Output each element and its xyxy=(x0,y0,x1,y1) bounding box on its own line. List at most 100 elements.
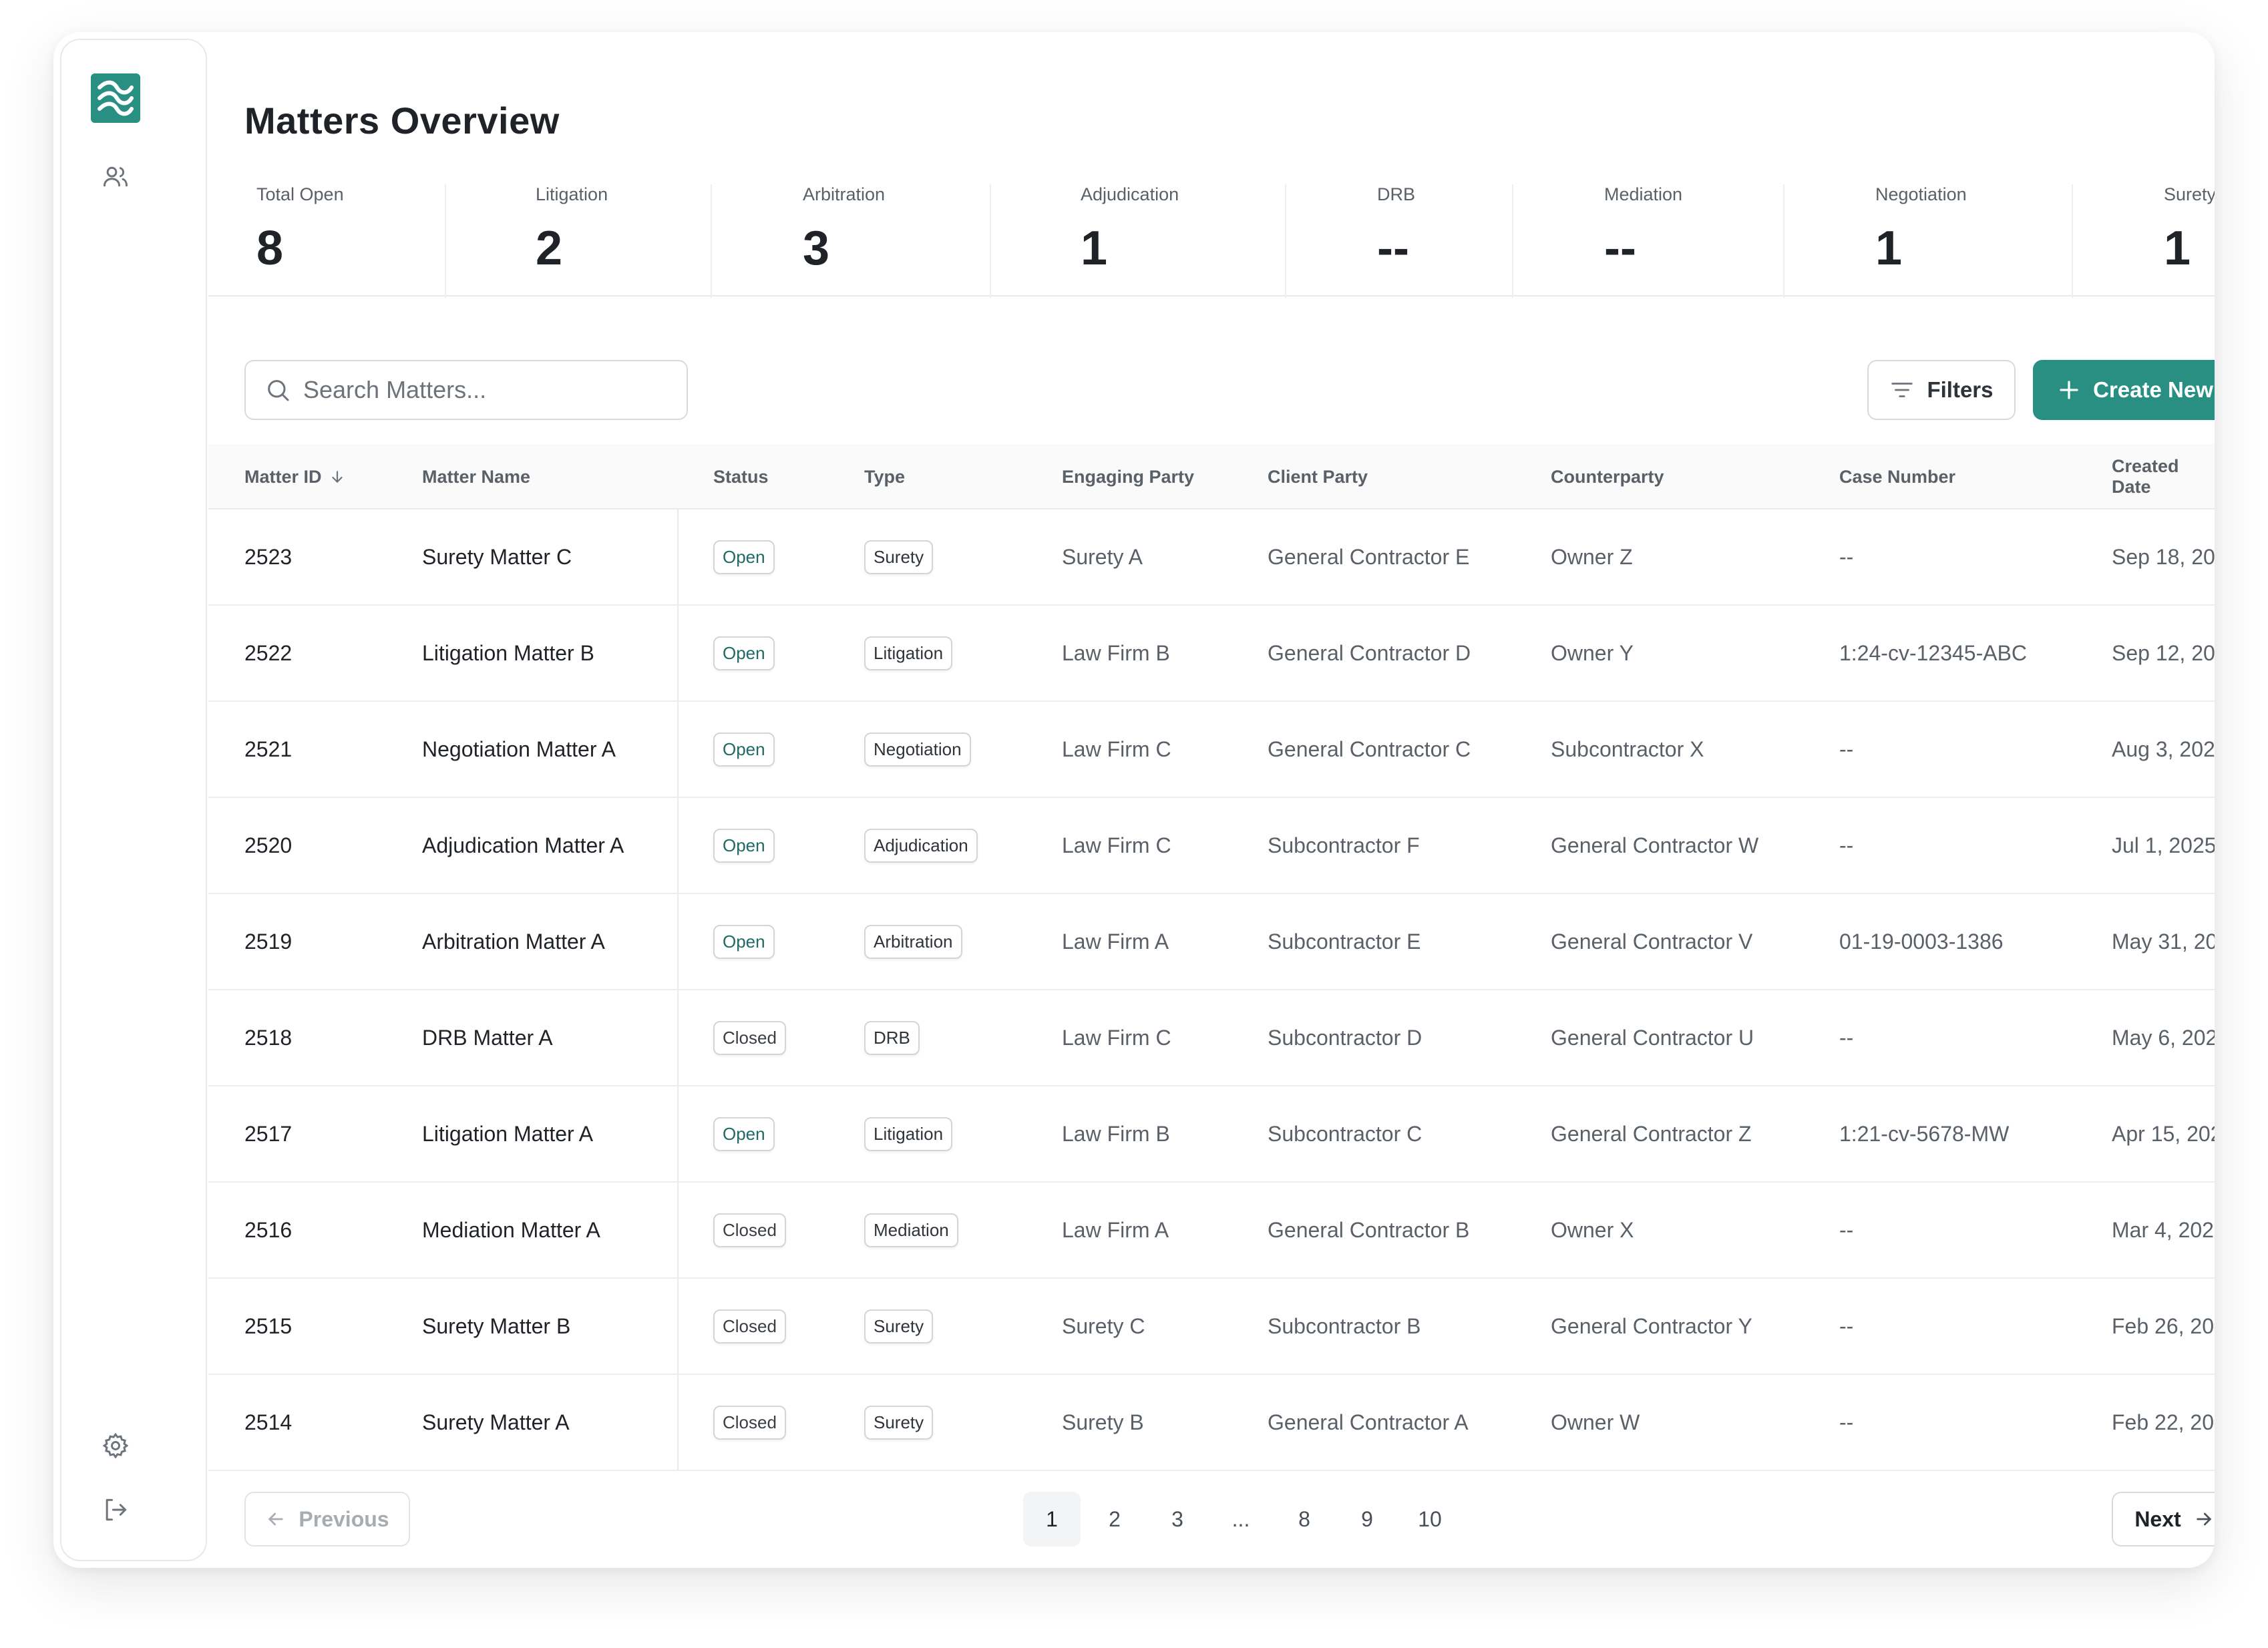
type-badge: DRB xyxy=(864,1020,920,1055)
cell-counterparty: Owner Z xyxy=(1551,544,1633,569)
previous-label: Previous xyxy=(299,1506,389,1531)
stat-label: Arbitration xyxy=(803,184,886,204)
cell-created-date: Aug 3, 2025 xyxy=(2112,737,2215,761)
cell-counterparty: Owner X xyxy=(1551,1217,1634,1242)
page-8[interactable]: 8 xyxy=(1298,1506,1310,1531)
cell-counterparty: General Contractor V xyxy=(1551,929,1753,954)
type-badge: Litigation xyxy=(864,1116,953,1151)
stat-value: 2 xyxy=(536,222,563,275)
cell-case-number: -- xyxy=(1839,544,1854,569)
header-client-party[interactable]: Client Party xyxy=(1268,466,1368,487)
header-status[interactable]: Status xyxy=(713,466,769,487)
create-new-button[interactable]: Create New xyxy=(2033,360,2215,420)
cell-matter-id: 2516 xyxy=(244,1217,293,1242)
search-box[interactable] xyxy=(244,360,688,420)
table-row[interactable]: 2519 Arbitration Matter A Open Arbitration L… xyxy=(208,894,2215,990)
cell-matter-name: Arbitration Matter A xyxy=(422,929,605,954)
header-matter-name[interactable]: Matter Name xyxy=(422,466,531,487)
table-row[interactable]: 2516 Mediation Matter A Closed Mediation Law… xyxy=(208,1183,2215,1279)
type-badge: Litigation xyxy=(864,636,953,670)
type-badge: Negotiation xyxy=(864,732,971,767)
cell-counterparty: General Contractor W xyxy=(1551,833,1759,857)
page-10[interactable]: 10 xyxy=(1418,1506,1442,1531)
table-header: Matter ID Matter Name Status Type Engagi… xyxy=(208,444,2215,509)
logout-icon[interactable] xyxy=(99,1493,132,1526)
main-content: Matters Overview Total Open 8 Litigation… xyxy=(208,32,2215,1568)
page-1[interactable]: 1 xyxy=(1023,1492,1081,1547)
cell-engaging-party: Law Firm C xyxy=(1062,1025,1171,1050)
stat-total-open: Total Open 8 xyxy=(256,184,344,298)
previous-button[interactable]: Previous xyxy=(244,1492,410,1547)
table-row[interactable]: 2521 Negotiation Matter A Open Negotiation L… xyxy=(208,702,2215,798)
cell-type: Surety xyxy=(864,1375,934,1470)
cell-client-party: Subcontractor F xyxy=(1268,833,1420,857)
cell-created-date: Sep 18, 2025 xyxy=(2112,544,2215,569)
table-row[interactable]: 2523 Surety Matter C Open Surety Surety A Gen… xyxy=(208,509,2215,606)
cell-case-number: 1:21-cv-5678-MW xyxy=(1839,1121,2010,1146)
toolbar: Filters Create New xyxy=(208,329,2215,420)
cell-client-party: General Contractor C xyxy=(1268,737,1471,761)
app-window: Matters Overview Total Open 8 Litigation… xyxy=(53,32,2215,1568)
cell-created-date: May 6, 2025 xyxy=(2112,1025,2215,1050)
sort-down-icon[interactable] xyxy=(329,468,346,485)
status-badge: Closed xyxy=(713,1309,786,1344)
cell-case-number: 1:24-cv-12345-ABC xyxy=(1839,640,2028,665)
table-body: 2523 Surety Matter C Open Surety Surety A Gen… xyxy=(208,509,2215,1471)
cell-matter-id: 2519 xyxy=(244,929,293,954)
cell-engaging-party: Law Firm B xyxy=(1062,1121,1170,1146)
logo-icon[interactable] xyxy=(91,73,140,123)
type-badge: Arbitration xyxy=(864,924,962,959)
cell-status: Open xyxy=(713,702,775,797)
cell-matter-name: Surety Matter A xyxy=(422,1410,570,1434)
cell-engaging-party: Law Firm A xyxy=(1062,929,1169,954)
cell-engaging-party: Surety B xyxy=(1062,1410,1144,1434)
page-2[interactable]: 2 xyxy=(1109,1506,1121,1531)
cell-status: Closed xyxy=(713,1279,786,1374)
cell-created-date: Feb 22, 2025 xyxy=(2112,1410,2215,1434)
table-row[interactable]: 2515 Surety Matter B Closed Surety Surety C S… xyxy=(208,1279,2215,1375)
cell-client-party: Subcontractor C xyxy=(1268,1121,1423,1146)
next-button[interactable]: Next xyxy=(2112,1492,2215,1547)
cell-case-number: -- xyxy=(1839,1025,1854,1050)
cell-client-party: General Contractor D xyxy=(1268,640,1471,665)
page-3[interactable]: 3 xyxy=(1171,1506,1183,1531)
users-icon[interactable] xyxy=(99,160,132,194)
table-row[interactable]: 2520 Adjudication Matter A Open Adjudicatio… xyxy=(208,798,2215,894)
header-type[interactable]: Type xyxy=(864,466,906,487)
status-badge: Open xyxy=(713,924,775,959)
cell-client-party: General Contractor E xyxy=(1268,544,1470,569)
cell-status: Closed xyxy=(713,990,786,1085)
cell-type: Adjudication xyxy=(864,798,978,893)
search-input[interactable] xyxy=(303,376,677,404)
page-title: Matters Overview xyxy=(244,99,560,142)
stat-value: 1 xyxy=(1081,222,1108,275)
cell-client-party: Subcontractor E xyxy=(1268,929,1421,954)
gear-icon[interactable] xyxy=(99,1429,132,1462)
table-row[interactable]: 2518 DRB Matter A Closed DRB Law Firm C Subco… xyxy=(208,990,2215,1086)
table-row[interactable]: 2517 Litigation Matter A Open Litigation Law… xyxy=(208,1086,2215,1183)
stat-surety: Surety 1 xyxy=(2164,184,2215,298)
header-engaging-party[interactable]: Engaging Party xyxy=(1062,466,1195,487)
search-icon xyxy=(268,380,289,401)
table-row[interactable]: 2514 Surety Matter A Closed Surety Surety B G… xyxy=(208,1375,2215,1471)
cell-matter-name: Mediation Matter A xyxy=(422,1217,600,1242)
filters-button[interactable]: Filters xyxy=(1867,360,2016,420)
status-badge: Open xyxy=(713,828,775,863)
header-label: Matter ID xyxy=(244,466,322,487)
status-badge: Closed xyxy=(713,1213,786,1247)
cell-type: DRB xyxy=(864,990,920,1085)
header-created-date[interactable]: Created Date xyxy=(2112,456,2179,497)
page-9[interactable]: 9 xyxy=(1361,1506,1373,1531)
table-row[interactable]: 2522 Litigation Matter B Open Litigation Law… xyxy=(208,606,2215,702)
stat-mediation: Mediation -- xyxy=(1604,184,1682,298)
header-counterparty[interactable]: Counterparty xyxy=(1551,466,1664,487)
cell-type: Litigation xyxy=(864,606,953,700)
cell-matter-name: Litigation Matter A xyxy=(422,1121,594,1146)
cell-client-party: Subcontractor B xyxy=(1268,1313,1421,1338)
header-case-number[interactable]: Case Number xyxy=(1839,466,1956,487)
header-matter-id[interactable]: Matter ID xyxy=(244,444,346,509)
cell-type: Mediation xyxy=(864,1183,958,1277)
cell-created-date: Jul 1, 2025 xyxy=(2112,833,2215,857)
status-badge: Closed xyxy=(713,1020,786,1055)
status-badge: Open xyxy=(713,732,775,767)
